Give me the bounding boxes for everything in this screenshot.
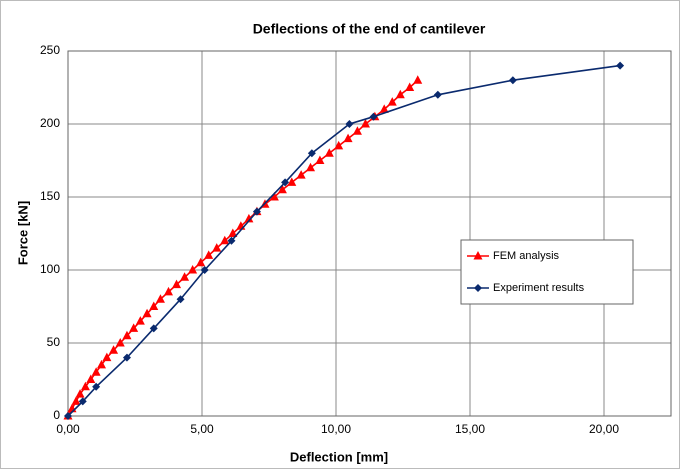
y-tick-label: 50 xyxy=(47,335,61,349)
x-tick-label: 0,00 xyxy=(56,422,80,436)
legend-marker xyxy=(474,284,482,292)
point xyxy=(352,126,362,135)
point xyxy=(80,381,90,391)
point xyxy=(92,382,101,391)
point xyxy=(277,184,287,194)
point xyxy=(343,133,353,143)
legend-box xyxy=(460,239,634,305)
legend-label: Experiment results xyxy=(493,282,585,294)
point xyxy=(129,323,139,332)
point xyxy=(75,389,85,398)
point xyxy=(508,76,517,85)
point xyxy=(122,330,132,340)
point xyxy=(307,149,316,158)
chart-title: Deflections of the end of cantilever xyxy=(253,21,486,37)
point xyxy=(142,308,152,318)
x-tick-label: 15,00 xyxy=(455,422,485,436)
point xyxy=(64,412,72,420)
plot-area xyxy=(67,50,672,417)
point xyxy=(86,374,96,383)
point xyxy=(228,228,238,237)
x-tick-label: 5,00 xyxy=(190,422,214,436)
point xyxy=(433,90,442,99)
point xyxy=(369,112,378,121)
y-tick-label: 0 xyxy=(53,408,60,422)
x-tick-label: 20,00 xyxy=(589,422,619,436)
point xyxy=(334,140,344,150)
legend-marker xyxy=(473,251,483,260)
point xyxy=(164,286,173,296)
point xyxy=(360,119,370,128)
point xyxy=(269,192,279,201)
y-tick-label: 150 xyxy=(40,189,60,203)
point xyxy=(345,120,354,128)
point xyxy=(379,104,389,113)
point xyxy=(172,279,182,289)
point xyxy=(413,75,423,84)
point xyxy=(115,338,125,347)
point xyxy=(252,207,261,216)
point xyxy=(324,148,334,157)
point xyxy=(227,236,236,245)
y-tick-label: 250 xyxy=(40,43,60,57)
point xyxy=(97,359,106,369)
legend-label: FEM analysis xyxy=(493,250,560,262)
point xyxy=(387,97,397,106)
point xyxy=(196,257,206,267)
x-axis-label: Deflection [mm] xyxy=(290,449,388,464)
point xyxy=(405,82,415,91)
point xyxy=(109,345,119,354)
point xyxy=(155,294,165,303)
series-line xyxy=(67,64,621,417)
point xyxy=(616,61,625,70)
point xyxy=(296,170,306,179)
point xyxy=(244,213,254,223)
point xyxy=(71,396,81,405)
y-axis-label: Force [kN] xyxy=(15,201,30,265)
point xyxy=(281,178,290,187)
point xyxy=(176,295,185,304)
x-tick-label: 10,00 xyxy=(321,422,351,436)
point xyxy=(135,316,145,325)
point xyxy=(287,177,297,186)
point xyxy=(315,155,325,164)
point xyxy=(204,250,214,259)
point xyxy=(200,266,209,274)
point xyxy=(188,265,198,274)
point xyxy=(122,353,131,362)
point xyxy=(306,162,316,172)
point xyxy=(149,301,159,310)
point xyxy=(212,243,222,252)
point xyxy=(78,397,87,406)
point xyxy=(395,89,405,99)
y-tick-label: 100 xyxy=(40,262,60,276)
point xyxy=(149,324,158,333)
point xyxy=(180,272,190,281)
y-tick-label: 200 xyxy=(40,116,60,130)
point xyxy=(220,235,230,245)
point xyxy=(91,367,101,376)
point xyxy=(102,352,112,362)
